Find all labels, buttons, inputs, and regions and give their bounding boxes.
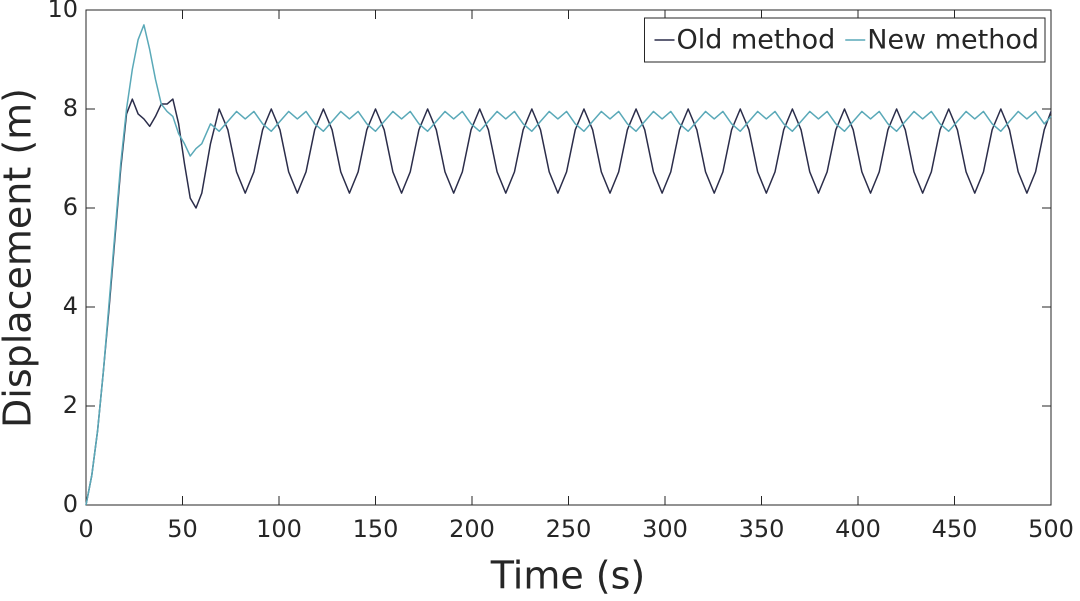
- x-tick-label: 350: [739, 515, 785, 543]
- x-tick-label: 300: [642, 515, 688, 543]
- y-tick-label: 10: [47, 0, 78, 23]
- data-line: [85, 98, 1052, 506]
- data-line: [85, 24, 1052, 506]
- x-axis-label: Time (s): [490, 554, 646, 598]
- y-tick-label: 0: [63, 490, 78, 518]
- legend-box: [644, 17, 1046, 63]
- x-tick-label: 400: [835, 515, 881, 543]
- y-axis-label: Displacement (m): [0, 88, 40, 428]
- x-tick-label: 50: [167, 515, 198, 543]
- x-tick-label: 150: [353, 515, 399, 543]
- legend: Old method New method: [644, 17, 1046, 63]
- x-tick-label: 100: [256, 515, 302, 543]
- x-tick-label: 500: [1028, 515, 1074, 543]
- y-tick-label: 6: [63, 193, 78, 221]
- x-tick-label: 250: [546, 515, 592, 543]
- legend-label: Old method: [677, 25, 836, 56]
- y-tick-label: 4: [63, 292, 78, 320]
- plot-frame: [85, 9, 1052, 506]
- y-tick-label: 8: [63, 94, 78, 122]
- x-tick-label: 0: [78, 515, 93, 543]
- y-tick-label: 2: [63, 391, 78, 419]
- x-tick-label: 200: [449, 515, 495, 543]
- legend-label: New method: [867, 25, 1039, 56]
- x-tick-label: 450: [932, 515, 978, 543]
